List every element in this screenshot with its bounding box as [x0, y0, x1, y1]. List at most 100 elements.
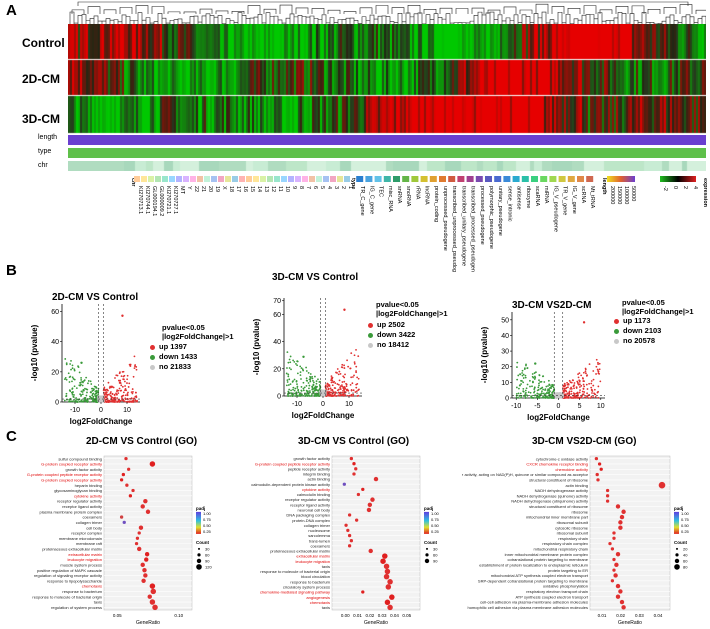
chr-legend-label: 15 [249, 186, 255, 192]
go-term-label: chemotaxis [310, 600, 330, 605]
volcano-legend-3: pvalue<0.05 |log2FoldChange|>1 [622, 298, 694, 316]
go-term-label: membrane raft [76, 541, 103, 546]
chr-legend-label: 19 [214, 186, 220, 192]
count-legend-tick: 60 [205, 552, 210, 557]
go-term-label: receptor ligand activity [290, 502, 330, 507]
go-term-dot [344, 523, 348, 527]
go-term-dot [612, 536, 616, 540]
go-term-dot [128, 494, 133, 498]
go-term-dot [373, 476, 379, 482]
length-track [68, 135, 706, 145]
chr-legend-label: 1 [347, 186, 353, 189]
go-term-label: membrane microdomain [59, 536, 102, 541]
go-term-dot [142, 567, 147, 573]
ytick-label: 0 [277, 394, 281, 401]
chr-legend-label: 8 [298, 186, 304, 189]
length-legend-tick: 100000 [623, 186, 629, 204]
go-term-label: oxidative phosphorylation [543, 584, 588, 589]
go-term-dot [368, 548, 373, 554]
go-term-dot [342, 482, 346, 486]
type-legend-label: miRNA [543, 186, 549, 204]
ytick-label: 10 [501, 380, 509, 387]
go-term-dot [145, 509, 151, 514]
go-term-label: nucleosome [308, 528, 330, 533]
chr-legend-label: 3 [333, 186, 339, 189]
go-term-label: glycosaminoglycan binding [54, 488, 102, 493]
chr-legend-label: KI270727.1 [172, 186, 178, 214]
expression-legend-tick: 4 [692, 186, 698, 189]
row-label-3dcm: 3D-CM [22, 112, 60, 126]
count-legend-tick: 60 [683, 558, 688, 563]
go-term-dot [349, 456, 354, 461]
go-term-label: ribosomal subunit [557, 531, 589, 536]
xtick-label: 0.03 [635, 613, 644, 618]
ytick-label: 70 [273, 298, 281, 305]
go-term-label: respiratory chain [558, 536, 588, 541]
go-term-dot [597, 462, 602, 466]
type-legend-label: IG_C_gene [368, 186, 374, 214]
volcano-title-2: 3D-CM VS Control [272, 272, 359, 283]
go-term-dot [119, 515, 124, 519]
type-legend-label: unitary_pseudogene [497, 186, 503, 236]
track-label-chr: chr [38, 162, 48, 169]
go-term-label: respiratory electron transport chain [526, 589, 588, 594]
chr-legend-label: X [221, 186, 227, 190]
go-term-dot [125, 483, 129, 487]
go-term-label: trans-lumen [309, 538, 330, 543]
go-term-dot [361, 590, 365, 594]
length-legend-tick: 200000 [609, 186, 615, 204]
go-term-dot [615, 583, 621, 589]
go-term-label: ribosomal subunit [557, 520, 589, 525]
ytick-label: 0 [55, 400, 59, 407]
count-up: up 2502 [377, 320, 405, 329]
threshold-fc: |log2FoldChange|>1 [162, 332, 234, 341]
go-term-label: blood circulation [301, 574, 330, 579]
chr-legend-label: 4 [326, 186, 332, 189]
go-term-dot [134, 541, 139, 546]
go-term-dot [356, 492, 361, 497]
go-term-label: plasma membrane protein complex [40, 509, 102, 514]
go-term-dot [619, 514, 625, 520]
chr-legend-label: 9 [291, 186, 297, 189]
x-axis-label: log2FoldChange [527, 413, 590, 422]
go-term-label: cell-cell adhesion via plasma-membrane a… [480, 600, 588, 605]
go-term-label: NADH dehydrogenase activity [535, 488, 588, 493]
go-term-label: calmodulin binding [297, 492, 330, 497]
go-term-dot [347, 533, 352, 538]
go-term-label: NADH dehydrogenase (quinone) activity [517, 493, 588, 498]
go-term-dot [658, 481, 666, 489]
type-legend-label: TR_V_gene [562, 186, 568, 215]
go-term-label: cytosolic ribosome [555, 525, 589, 530]
volcano-title-1: 2D-CM VS Control [52, 292, 139, 303]
chr-track [68, 161, 706, 171]
go-term-label: taxis [322, 564, 330, 569]
threshold-pvalue: pvalue<0.05 [622, 298, 665, 307]
type-legend-label: snoRNA [405, 186, 411, 207]
go-term-label: protein targeting to ER [548, 568, 588, 573]
go-term-label: collagen trimer [76, 520, 103, 525]
go-term-label: CXCR chemokine receptor binding [526, 462, 588, 467]
go-term-dot [149, 583, 156, 589]
volcano-title-3: 3D-CM VS2D-CM [512, 300, 592, 311]
go-term-label: sulfur compound binding [58, 456, 102, 461]
count-legend-tick: 30 [433, 546, 438, 551]
count-down: down 3422 [377, 330, 416, 339]
type-legend-label: misc_RNA [387, 186, 393, 212]
count-legend-tick: 30 [205, 546, 210, 551]
xtick-label: 0.00 [341, 613, 350, 618]
go-term-dot [387, 604, 393, 611]
go-title-1: 2D-CM VS Control (GO) [86, 436, 198, 447]
chr-legend-label: 14 [256, 186, 262, 192]
type-legend-label: sense_intronic [506, 186, 512, 222]
xtick-label: 0.04 [654, 613, 663, 618]
volcano-counts-1: up 1397 down 1433 no 21833 [150, 342, 197, 372]
panel-letter-a: A [6, 2, 17, 19]
chr-legend-label: Y [186, 186, 192, 190]
go-term-label: ATP synthesis coupled electron transport [515, 594, 588, 599]
go-term-dot [384, 599, 391, 606]
type-legend-label: lncRNA [424, 186, 430, 205]
go-term-dot [149, 599, 156, 605]
chr-legend-label: 18 [228, 186, 234, 192]
chr-legend-label: chr [130, 178, 136, 187]
